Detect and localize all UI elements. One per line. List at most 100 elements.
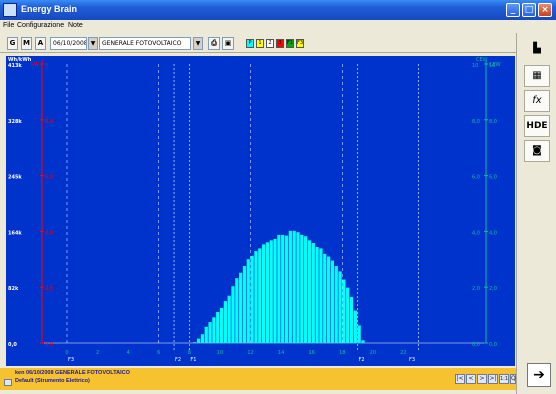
- bar: [361, 340, 365, 343]
- y-tick-right-2: 2,0: [489, 286, 497, 292]
- bar: [288, 230, 292, 343]
- bar: [254, 251, 258, 343]
- menu-file[interactable]: File: [3, 22, 15, 29]
- instrument-icon: [4, 379, 12, 386]
- x-tick-label: 22: [400, 350, 406, 356]
- title-bar: Energy Brain _ □ ×: [0, 0, 556, 20]
- color-key-2[interactable]: 1: [256, 39, 264, 48]
- band-label: F2: [175, 357, 181, 363]
- nav-first-button[interactable]: |<: [455, 374, 465, 384]
- bar: [250, 255, 254, 343]
- bar: [219, 307, 224, 343]
- band-label: F3: [409, 357, 415, 363]
- meter-icon: ▙: [533, 43, 541, 54]
- bar: [196, 338, 201, 343]
- band-label: F3: [68, 357, 74, 363]
- exit-button[interactable]: ➔: [527, 363, 551, 387]
- y-tick-left-red: 0,0: [45, 342, 53, 348]
- x-tick-label: 20: [370, 350, 376, 356]
- left-axis-title: Wh/kWh: [8, 57, 32, 63]
- period-month-button[interactable]: M: [21, 37, 32, 50]
- period-year-button[interactable]: A: [35, 37, 46, 50]
- report-button[interactable]: ◙: [524, 140, 550, 162]
- bar: [212, 317, 216, 343]
- print-button[interactable]: ⎙: [208, 37, 220, 50]
- color-key-5[interactable]: F1: [286, 39, 294, 48]
- bar: [204, 326, 208, 343]
- meter-button[interactable]: ▙: [524, 39, 550, 61]
- zoom-reset-button[interactable]: 1:1: [499, 374, 509, 384]
- y-tick-left: 0,0: [8, 342, 17, 348]
- hide-button[interactable]: HDE: [524, 115, 550, 137]
- y-tick-left: 164k: [8, 230, 22, 236]
- formula-button[interactable]: fx: [524, 90, 550, 112]
- bar: [284, 235, 289, 343]
- y-tick-left-red: 6,0: [45, 175, 53, 181]
- report-icon: ◙: [532, 145, 542, 156]
- nav-prev-button[interactable]: <: [466, 374, 476, 384]
- chevron-down-icon: ▼: [90, 40, 96, 47]
- print-setup-button[interactable]: ▣: [222, 37, 234, 50]
- nav-next-button[interactable]: >: [477, 374, 487, 384]
- x-tick-label: 14: [278, 350, 284, 356]
- x-tick-label: 2: [96, 350, 99, 356]
- bar: [239, 272, 243, 343]
- bar: [338, 271, 342, 343]
- right-axis-title: CEW: [476, 57, 488, 63]
- chevron-down-icon: ▼: [195, 40, 201, 47]
- date-dropdown-button[interactable]: ▼: [88, 37, 98, 50]
- print-icon: ⎙: [211, 39, 217, 47]
- bar: [319, 248, 323, 343]
- zoom-button[interactable]: Q: [510, 374, 516, 384]
- arrow-right-icon: ➔: [533, 367, 545, 383]
- bar: [277, 234, 281, 343]
- y-tick-left: 245k: [8, 175, 22, 181]
- bar: [231, 286, 235, 343]
- status-line-1: ken 06/10/2008 GENERALE FOTOVOLTAICO: [15, 370, 130, 376]
- bar: [346, 287, 350, 343]
- bar: [349, 297, 354, 343]
- y-tick-left: 413k: [8, 63, 22, 69]
- bar: [357, 325, 361, 343]
- meter-select[interactable]: GENERALE FOTOVOLTAICO: [99, 37, 191, 50]
- y-tick-right-2: 6,0: [489, 175, 497, 181]
- window-title: Energy Brain: [21, 4, 78, 14]
- bar: [315, 247, 319, 343]
- y-tick-left-red: 0: [45, 63, 48, 69]
- period-day-button[interactable]: G: [7, 37, 18, 50]
- menu-note[interactable]: Note: [68, 22, 83, 29]
- meter-dropdown-button[interactable]: ▼: [193, 37, 203, 50]
- band-label: F2: [359, 357, 365, 363]
- y-tick-right-2: 0,0: [489, 342, 497, 348]
- bar: [273, 238, 277, 343]
- bar: [330, 260, 335, 343]
- hide-icon: HDE: [526, 121, 548, 131]
- app-icon: [3, 3, 17, 17]
- color-key-4[interactable]: 3: [276, 39, 284, 48]
- bar: [323, 253, 327, 343]
- y-tick-left-red: 4,0: [45, 230, 53, 236]
- table-button[interactable]: ▦: [524, 65, 550, 87]
- color-key-3[interactable]: 2: [266, 39, 274, 48]
- close-button[interactable]: ×: [538, 3, 552, 17]
- color-key-1[interactable]: P: [246, 39, 254, 48]
- x-tick-label: 8: [188, 350, 191, 356]
- bar: [292, 230, 296, 343]
- bar: [223, 301, 227, 343]
- x-tick-label: 6: [157, 350, 160, 356]
- bar: [265, 242, 270, 343]
- energy-chart: Wh/kWh kW CEW CEW 413k 0 10 10 328k 8,0 8,0 8,0 245k…: [6, 56, 515, 366]
- date-field[interactable]: 06/10/2008: [50, 37, 87, 50]
- bar: [311, 243, 315, 343]
- x-tick-label: 12: [247, 350, 253, 356]
- minimize-button[interactable]: _: [506, 3, 520, 17]
- color-key-6[interactable]: F3: [296, 39, 304, 48]
- bar: [304, 236, 308, 343]
- toolbar: G M A 06/10/2008 ▼ GENERALE FOTOVOLTAICO…: [0, 33, 516, 53]
- nav-last-button[interactable]: >|: [488, 374, 498, 384]
- menu-configurazione[interactable]: Configurazione: [17, 22, 65, 29]
- maximize-button[interactable]: □: [522, 3, 536, 17]
- y-tick-right: 6,0: [472, 175, 480, 181]
- band-label: F1: [190, 357, 196, 363]
